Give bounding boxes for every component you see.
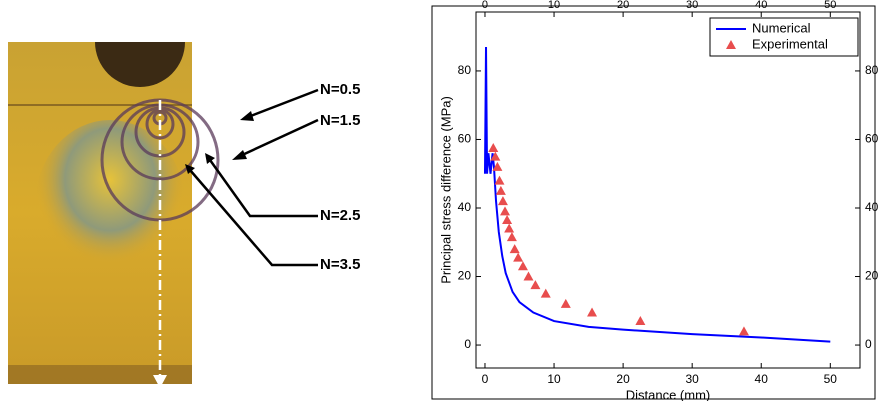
x-axis-label: Distance (mm) bbox=[626, 387, 711, 401]
x-tick-label: 0 bbox=[482, 372, 489, 386]
y-tick-label: 0 bbox=[464, 337, 471, 351]
legend-label: Numerical bbox=[752, 20, 811, 35]
data-marker bbox=[504, 223, 515, 233]
x-tick-label: 20 bbox=[616, 372, 630, 386]
legend-label: Experimental bbox=[752, 36, 828, 51]
y2-tick-label: 0 bbox=[865, 337, 872, 351]
data-marker bbox=[513, 252, 524, 262]
x-tick-label: 40 bbox=[755, 372, 769, 386]
chart: 0 0 10 10 20 20 30 30 40 40 50 50 0 20 40 60 80 0 20 40 60 80… bbox=[438, 0, 878, 401]
x-top-tick-label: 30 bbox=[686, 0, 698, 11]
data-marker bbox=[738, 326, 749, 336]
data-marker bbox=[587, 307, 598, 317]
data-marker bbox=[509, 244, 520, 254]
chart-frame bbox=[431, 5, 876, 400]
x-top-tick-label: 0 bbox=[482, 0, 488, 11]
data-marker bbox=[497, 196, 508, 206]
plot-frame bbox=[475, 11, 861, 369]
y-tick-label: 80 bbox=[458, 63, 472, 77]
data-marker bbox=[488, 143, 499, 153]
x-tick-label: 30 bbox=[685, 372, 699, 386]
y2-tick-label: 80 bbox=[865, 63, 879, 77]
x-top-tick-label: 40 bbox=[755, 0, 767, 11]
fringe-label: N=0.5 bbox=[320, 81, 360, 98]
x-top-tick-label: 50 bbox=[824, 0, 836, 11]
y-tick-label: 40 bbox=[458, 200, 472, 214]
legend-swatch bbox=[726, 40, 736, 49]
fringe-label: N=3.5 bbox=[320, 256, 360, 273]
data-marker bbox=[492, 161, 503, 171]
fringe-glow bbox=[35, 120, 185, 290]
indenter bbox=[95, 42, 185, 87]
label-arrows bbox=[189, 88, 319, 267]
data-marker bbox=[502, 214, 513, 224]
data-marker bbox=[530, 280, 541, 290]
data-marker bbox=[523, 271, 534, 281]
x-top-tick-label: 10 bbox=[548, 0, 560, 11]
arrow-heads bbox=[185, 111, 254, 174]
path-arrowhead bbox=[153, 375, 167, 388]
y-tick-label: 20 bbox=[458, 269, 472, 283]
data-marker bbox=[635, 316, 646, 326]
data-marker bbox=[500, 206, 511, 216]
y2-tick-label: 60 bbox=[865, 132, 879, 146]
photo: N=0.5 N=1.5 N=2.5 N=3.5 bbox=[8, 42, 360, 388]
y2-tick-label: 40 bbox=[865, 200, 879, 214]
fringe-label: N=2.5 bbox=[320, 207, 360, 224]
fringe-label: N=1.5 bbox=[320, 112, 360, 129]
data-marker bbox=[495, 185, 506, 195]
x-top-tick-label: 20 bbox=[617, 0, 629, 11]
y-axis-label: Principal stress difference (MPa) bbox=[438, 96, 453, 284]
x-tick-label: 10 bbox=[547, 372, 561, 386]
data-marker bbox=[540, 288, 551, 298]
y-tick-label: 60 bbox=[458, 132, 472, 146]
legend-box bbox=[709, 17, 859, 57]
data-marker bbox=[560, 298, 571, 308]
x-tick-label: 50 bbox=[824, 372, 838, 386]
photo-bottom bbox=[8, 365, 192, 384]
y2-tick-label: 20 bbox=[865, 269, 879, 283]
data-marker bbox=[494, 175, 505, 185]
data-marker bbox=[517, 261, 528, 271]
data-line bbox=[483, 46, 831, 343]
data-marker bbox=[506, 232, 517, 242]
data-marker bbox=[490, 151, 501, 161]
